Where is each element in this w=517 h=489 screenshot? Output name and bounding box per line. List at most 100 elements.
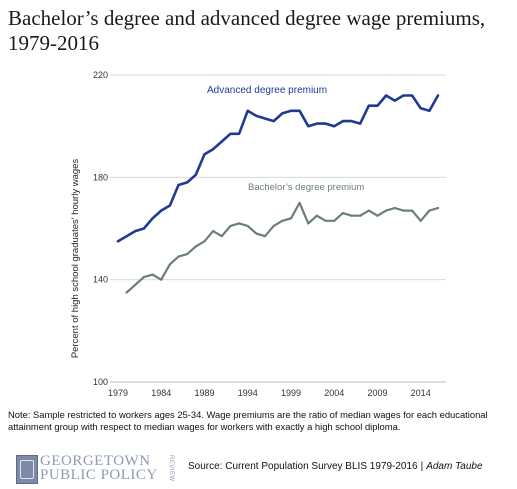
bachelor-point-2013 [410, 209, 414, 212]
x-tick-label: 2004 [324, 388, 344, 398]
logo-line-1: GEORGETOWN [40, 453, 151, 469]
advanced-point-1985 [168, 204, 171, 207]
advanced-point-2014 [419, 107, 422, 110]
advanced-point-2001 [307, 125, 310, 128]
bachelor-point-2010 [385, 209, 388, 212]
advanced-point-2003 [324, 122, 327, 125]
bachelor-degree-line [125, 201, 440, 294]
bachelor-point-2012 [402, 209, 405, 212]
gppr-logo: GEORGETOWN PUBLIC POLICY REVIEW [16, 453, 186, 484]
x-tick-label: 1984 [151, 388, 171, 398]
advanced-point-2005 [341, 119, 344, 123]
bachelor-point-1992 [229, 224, 232, 228]
bachelor-point-1999 [289, 217, 293, 220]
y-tick-label: 140 [93, 275, 108, 285]
advanced-point-1983 [151, 217, 154, 220]
chart-note: Note: Sample restricted to workers ages … [8, 409, 488, 432]
bachelor-point-2015 [428, 209, 431, 212]
y-tick-label: 220 [93, 70, 108, 80]
seal-icon [16, 455, 38, 484]
x-tick-label: 1999 [281, 388, 301, 398]
bachelor-point-2001 [307, 222, 310, 225]
logo-review: REVIEW [168, 455, 174, 482]
bachelor-point-2011 [393, 206, 396, 210]
bachelor-point-2005 [341, 212, 344, 215]
bachelor-point-1982 [142, 276, 146, 279]
series-lines [116, 94, 440, 294]
advanced-degree-line [116, 94, 440, 243]
advanced-point-1982 [142, 227, 146, 230]
grid-lines [110, 74, 446, 383]
series-labels: Advanced degree premium Bachelor’s degree… [207, 85, 364, 193]
bachelor-point-1991 [220, 235, 223, 238]
advanced-point-2012 [402, 94, 405, 97]
advanced-point-2009 [376, 104, 379, 107]
advanced-point-2016 [436, 94, 440, 97]
advanced-point-2008 [367, 104, 370, 107]
bachelor-point-1993 [237, 222, 241, 225]
advanced-point-1981 [134, 229, 137, 233]
bachelor-point-1984 [160, 278, 163, 281]
x-tick-label: 1979 [108, 388, 128, 398]
x-tick-label: 1994 [238, 388, 258, 398]
advanced-point-1984 [160, 209, 163, 212]
advanced-point-1997 [272, 119, 275, 123]
bachelor-point-1990 [212, 229, 215, 233]
advanced-point-1994 [246, 109, 249, 112]
advanced-point-2000 [298, 109, 301, 112]
bachelor-series-label: Bachelor’s degree premium [248, 182, 364, 193]
line-chart: 100 140 180 220 1979 1984 1989 1994 1999 2004 2009… [70, 70, 446, 398]
advanced-point-1999 [289, 109, 293, 112]
y-tick-label: 100 [93, 377, 108, 387]
advanced-point-1986 [177, 183, 180, 187]
bachelor-point-1985 [168, 263, 171, 266]
advanced-point-2007 [359, 122, 362, 125]
bachelor-point-2003 [324, 219, 327, 222]
bachelor-point-2002 [315, 214, 319, 217]
chart-title: Bachelor’s degree and advanced degree wa… [8, 6, 486, 55]
bachelor-point-1980 [125, 291, 128, 294]
author-name: Adam Taube [426, 461, 483, 472]
bachelor-point-1997 [272, 224, 275, 228]
advanced-series-label: Advanced degree premium [207, 85, 327, 96]
y-axis-label: Percent of high school graduates' hourly… [70, 159, 81, 359]
bachelor-point-2008 [367, 209, 370, 212]
advanced-point-2013 [410, 94, 414, 97]
advanced-point-1991 [220, 140, 223, 143]
advanced-point-2002 [315, 122, 319, 125]
logo-line-2: PUBLIC POLICY [40, 467, 158, 483]
advanced-point-1992 [229, 132, 232, 135]
advanced-point-2011 [393, 99, 396, 102]
bachelor-point-1981 [134, 283, 137, 286]
bachelor-point-1986 [177, 255, 180, 258]
bachelor-point-2014 [419, 219, 422, 222]
source-separator: | [420, 461, 424, 472]
advanced-point-1979 [116, 240, 120, 243]
x-tick-label: 2009 [367, 388, 387, 398]
bachelor-point-1998 [281, 219, 284, 222]
x-tick-label: 1989 [194, 388, 214, 398]
advanced-point-2010 [385, 94, 388, 97]
x-tick-label: 2014 [411, 388, 431, 398]
bachelor-point-1983 [151, 273, 154, 276]
advanced-point-1980 [125, 235, 128, 238]
advanced-point-1987 [186, 181, 189, 184]
source-text: Source: Current Population Survey BLIS 1… [188, 461, 418, 472]
bachelor-point-2007 [359, 214, 362, 217]
bachelor-point-2009 [376, 214, 379, 217]
bachelor-point-1995 [255, 232, 258, 235]
advanced-point-1988 [194, 173, 197, 176]
advanced-point-1990 [212, 148, 215, 151]
bachelor-point-1988 [194, 245, 197, 248]
advanced-point-1998 [281, 112, 284, 115]
advanced-point-1996 [263, 117, 267, 120]
bachelor-point-1989 [203, 240, 206, 243]
source-line: Source: Current Population Survey BLIS 1… [188, 461, 483, 472]
advanced-point-1995 [255, 114, 258, 118]
advanced-point-2006 [350, 119, 353, 123]
y-tick-label: 180 [93, 172, 108, 182]
footer: GEORGETOWN PUBLIC POLICY REVIEW Source: … [8, 452, 513, 484]
advanced-point-2015 [428, 109, 431, 112]
axes: 100 140 180 220 1979 1984 1989 1994 1999 2004 2009… [93, 70, 431, 398]
advanced-point-2004 [333, 125, 336, 128]
